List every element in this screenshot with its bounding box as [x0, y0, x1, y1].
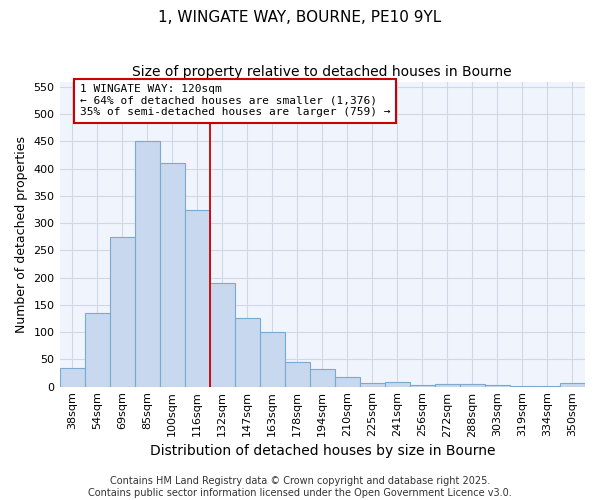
Bar [160, 164, 185, 386]
Bar [134, 142, 160, 386]
Bar [310, 369, 335, 386]
X-axis label: Distribution of detached houses by size in Bourne: Distribution of detached houses by size … [149, 444, 495, 458]
Bar [185, 210, 209, 386]
Title: Size of property relative to detached houses in Bourne: Size of property relative to detached ho… [133, 65, 512, 79]
Bar [385, 382, 410, 386]
Bar [460, 384, 485, 386]
Bar [209, 283, 235, 387]
Text: Contains HM Land Registry data © Crown copyright and database right 2025.
Contai: Contains HM Land Registry data © Crown c… [88, 476, 512, 498]
Bar [59, 368, 85, 386]
Bar [410, 385, 435, 386]
Bar [110, 237, 134, 386]
Bar [560, 384, 585, 386]
Bar [360, 383, 385, 386]
Bar [85, 313, 110, 386]
Text: 1, WINGATE WAY, BOURNE, PE10 9YL: 1, WINGATE WAY, BOURNE, PE10 9YL [158, 10, 442, 25]
Bar [335, 377, 360, 386]
Bar [285, 362, 310, 386]
Bar [435, 384, 460, 386]
Bar [260, 332, 285, 386]
Bar [235, 318, 260, 386]
Text: 1 WINGATE WAY: 120sqm
← 64% of detached houses are smaller (1,376)
35% of semi-d: 1 WINGATE WAY: 120sqm ← 64% of detached … [80, 84, 390, 117]
Y-axis label: Number of detached properties: Number of detached properties [15, 136, 28, 332]
